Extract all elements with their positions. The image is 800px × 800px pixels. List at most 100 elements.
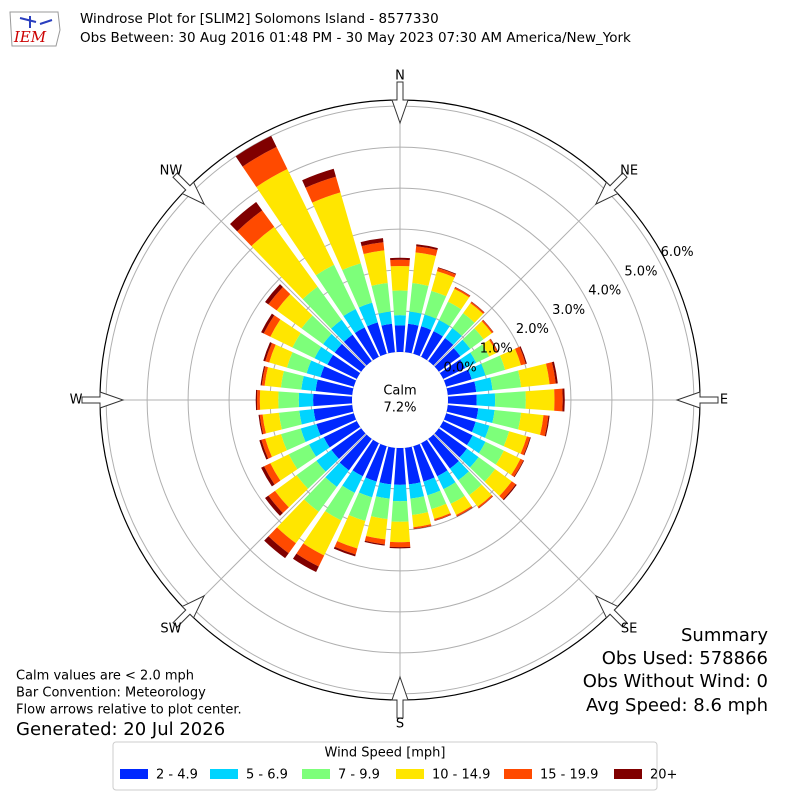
logo: IEM [9,11,61,47]
wind-segment [261,438,272,459]
wind-segment [256,390,261,410]
wind-segment [494,391,526,409]
wind-segment [288,444,317,470]
legend: 2 - 4.9 5 - 6.9 7 - 9.9 10 - 14.9 15 - 19.9 2… [120,768,677,783]
wind-segment [276,294,313,329]
direction-label: N [395,69,405,84]
wind-segment [325,485,355,521]
wind-segment [316,449,339,472]
wind-segment [296,460,326,489]
direction-label: W [70,393,83,408]
wind-segment [394,315,406,326]
wind-segment [447,394,477,406]
logo-outline [9,11,61,47]
wind-segment [503,431,527,454]
wind-segment [268,490,289,514]
wind-segment [270,319,301,348]
direction-label: E [720,393,728,408]
wind-segment [423,477,441,496]
wind-segment [315,264,356,317]
wind-segment [392,484,408,502]
wind-segment [481,355,506,376]
wind-segment [502,484,517,501]
wind-segment [490,370,522,391]
wind-segment [452,313,475,336]
wind-segment [474,377,493,392]
wind-segment [292,333,322,359]
note: Calm values are < 2.0 mph [16,669,194,684]
wind-segment [375,482,392,499]
wind-segment [469,457,496,482]
chart-title: Windrose Plot for [SLIM2] Solomons Islan… [80,11,439,27]
wind-segment [300,423,321,443]
decorations: 0.0%1.0%2.0%3.0%4.0%5.0% 6.0% N NE E SE S SW W NW [70,69,729,732]
wind-segment [413,326,432,357]
wind-segment [489,339,499,353]
wind-segment [405,446,421,485]
wind-segment [256,169,335,276]
wind-segment [378,311,392,326]
wind-segment [265,434,287,458]
direction-label: SE [621,622,637,637]
compass-arrow [594,172,628,206]
wind-segment [471,421,490,438]
wind-segment [364,536,386,545]
compass-arrow [391,81,409,125]
wind-segment [264,463,281,485]
generated: Generated: 20 Jul 2026 [16,719,225,740]
wind-segment [259,439,269,460]
wind-segment [242,146,288,187]
wind-segment [390,259,410,267]
wind-segment [298,392,314,408]
summary: Obs Without Wind: 0 [583,671,768,692]
wind-segment [390,257,410,261]
wind-segment [470,344,490,363]
wind-segment [499,348,521,370]
wind-segment [514,346,526,366]
wind-segment [525,389,555,411]
wind-segment [320,366,357,387]
wind-segment [490,338,499,353]
wind-segment [269,344,293,368]
wind-segment [313,393,353,407]
wind-segment [449,461,469,481]
wind-segment [302,168,336,188]
wind-segment [265,284,283,305]
wind-segment [519,346,527,364]
wind-segment [316,413,357,436]
wind-segment [416,244,438,251]
bars [230,135,565,573]
wind-segment [428,337,454,366]
wind-segment [456,507,473,517]
r-tick-label: 2.0% [516,322,549,337]
wind-segment [337,514,366,549]
wind-segment [484,469,512,496]
wind-segment [424,290,447,319]
calm-value: 7.2% [383,401,416,416]
wind-segment [361,242,385,255]
summary: Obs Used: 578866 [602,648,768,669]
wind-segment [343,308,365,334]
note: Flow arrows relative to plot center. [16,703,242,718]
wind-segment [428,434,459,469]
wind-segment [476,393,496,407]
wind-segment [421,314,437,330]
wind-segment [302,286,342,329]
legend-title: Wind Speed [mph] [325,746,446,761]
r-tick-label: 0.0% [444,361,477,376]
wind-segment [301,315,332,345]
wind-segment [343,334,372,366]
direction-label: S [396,717,404,732]
wind-segment [327,354,361,379]
wind-segment [331,319,353,342]
legend-swatch [396,769,424,779]
wind-segment [412,252,436,286]
wind-segment [499,481,516,500]
wind-segment [251,226,318,300]
wind-segment [454,287,471,298]
wind-segment [394,325,406,353]
wind-segment [354,327,379,361]
wind-segment [364,540,385,546]
r-tick-label: 1.0% [480,341,513,356]
